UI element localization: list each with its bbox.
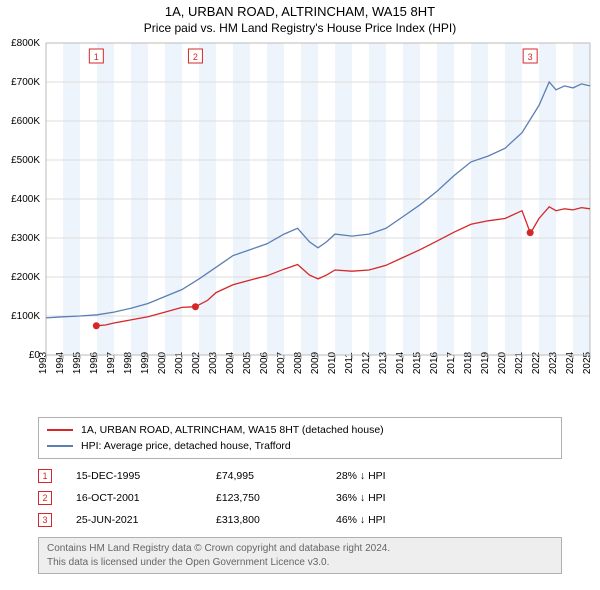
tx-date: 16-OCT-2001	[76, 492, 216, 504]
legend-label: 1A, URBAN ROAD, ALTRINCHAM, WA15 8HT (de…	[81, 424, 384, 436]
svg-text:£100K: £100K	[11, 311, 40, 322]
chart-title-block: 1A, URBAN ROAD, ALTRINCHAM, WA15 8HT Pri…	[0, 0, 600, 35]
chart-subtitle: Price paid vs. HM Land Registry's House …	[0, 21, 600, 35]
legend-swatch	[47, 445, 73, 447]
svg-text:£500K: £500K	[11, 155, 40, 166]
svg-text:£400K: £400K	[11, 194, 40, 205]
tx-pct: 36% ↓ HPI	[336, 492, 456, 504]
legend-item: HPI: Average price, detached house, Traf…	[47, 438, 553, 454]
chart-area: £0£100K£200K£300K£400K£500K£600K£700K£80…	[0, 35, 600, 413]
tx-pct: 28% ↓ HPI	[336, 470, 456, 482]
table-row: 2 16-OCT-2001 £123,750 36% ↓ HPI	[38, 487, 562, 509]
transactions-table: 1 15-DEC-1995 £74,995 28% ↓ HPI 2 16-OCT…	[38, 465, 562, 531]
tx-date: 25-JUN-2021	[76, 514, 216, 526]
tx-price: £74,995	[216, 470, 336, 482]
table-row: 1 15-DEC-1995 £74,995 28% ↓ HPI	[38, 465, 562, 487]
svg-text:1: 1	[94, 52, 99, 62]
tx-pct: 46% ↓ HPI	[336, 514, 456, 526]
chart-title: 1A, URBAN ROAD, ALTRINCHAM, WA15 8HT	[0, 4, 600, 19]
attribution-footer: Contains HM Land Registry data © Crown c…	[38, 537, 562, 574]
tx-marker: 1	[38, 469, 52, 483]
tx-date: 15-DEC-1995	[76, 470, 216, 482]
svg-text:£300K: £300K	[11, 233, 40, 244]
svg-text:£200K: £200K	[11, 272, 40, 283]
svg-text:£600K: £600K	[11, 116, 40, 127]
legend-label: HPI: Average price, detached house, Traf…	[81, 440, 291, 452]
tx-marker: 2	[38, 491, 52, 505]
table-row: 3 25-JUN-2021 £313,800 46% ↓ HPI	[38, 509, 562, 531]
svg-text:£800K: £800K	[11, 38, 40, 49]
tx-price: £123,750	[216, 492, 336, 504]
legend: 1A, URBAN ROAD, ALTRINCHAM, WA15 8HT (de…	[38, 417, 562, 459]
svg-text:2: 2	[193, 52, 198, 62]
footer-line: This data is licensed under the Open Gov…	[47, 556, 553, 570]
tx-marker: 3	[38, 513, 52, 527]
legend-swatch	[47, 429, 73, 431]
legend-item: 1A, URBAN ROAD, ALTRINCHAM, WA15 8HT (de…	[47, 422, 553, 438]
tx-price: £313,800	[216, 514, 336, 526]
footer-line: Contains HM Land Registry data © Crown c…	[47, 542, 553, 556]
svg-text:£700K: £700K	[11, 77, 40, 88]
svg-text:3: 3	[528, 52, 533, 62]
chart-svg: £0£100K£200K£300K£400K£500K£600K£700K£80…	[0, 35, 600, 413]
